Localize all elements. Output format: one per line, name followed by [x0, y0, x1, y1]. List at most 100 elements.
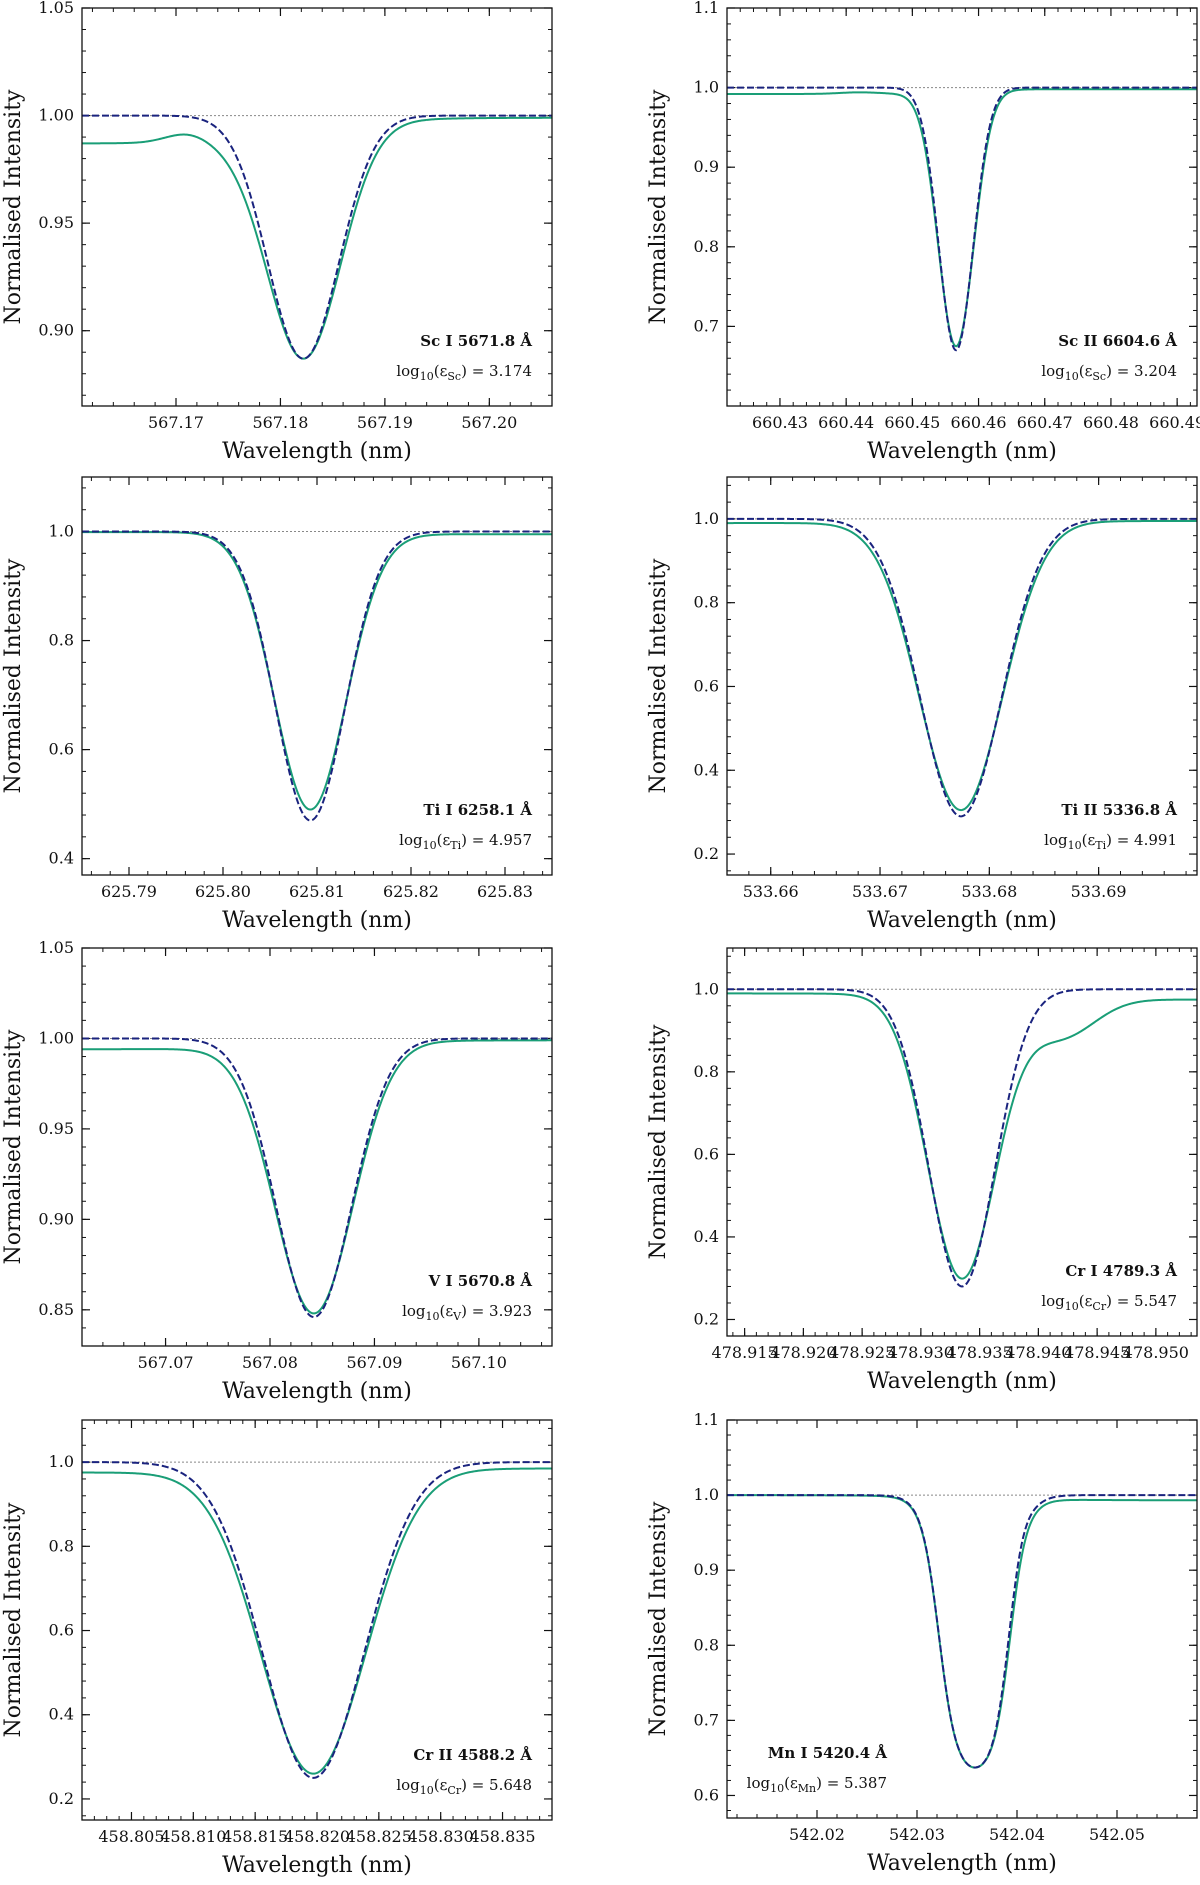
- line-annotation: Sc I 5671.8 Å: [420, 332, 532, 350]
- x-tick-label: 567.09: [346, 1353, 402, 1372]
- y-tick-label: 1.0: [694, 78, 719, 97]
- axes-frame: [726, 7, 1198, 407]
- y-tick-label: 0.90: [38, 1209, 74, 1228]
- y-tick-label: 0.8: [694, 1062, 719, 1081]
- x-axis-label: Wavelength (nm): [867, 439, 1057, 464]
- line-annotation: Mn I 5420.4 Å: [768, 1744, 888, 1762]
- x-tick-label: 660.43: [752, 413, 808, 432]
- x-tick-label: 458.825: [346, 1827, 412, 1846]
- model-spectrum-line: [727, 1494, 1197, 1769]
- x-tick-label: 478.920: [770, 1343, 836, 1362]
- axes-frame: [81, 1419, 553, 1821]
- y-tick-label: 0.6: [49, 1621, 74, 1640]
- observed-spectrum-line: [727, 88, 1197, 348]
- y-axis-label: Normalised Intensity: [1, 558, 26, 794]
- y-axis-label: Normalised Intensity: [646, 89, 671, 325]
- x-tick-label: 542.04: [989, 1825, 1045, 1844]
- y-tick-label: 0.2: [694, 1309, 719, 1328]
- x-tick-label: 533.69: [1071, 882, 1127, 901]
- y-tick-label: 0.8: [49, 1536, 74, 1555]
- axes-frame: [81, 476, 553, 876]
- y-tick-label: 1.05: [38, 0, 74, 17]
- y-axis-label: Normalised Intensity: [1, 1502, 26, 1738]
- x-tick-label: 533.68: [961, 882, 1017, 901]
- line-annotation: Cr I 4789.3 Å: [1065, 1262, 1177, 1280]
- y-tick-label: 0.2: [49, 1789, 74, 1808]
- y-axis-label: Normalised Intensity: [646, 1501, 671, 1737]
- line-annotation: Cr II 4588.2 Å: [413, 1746, 532, 1764]
- x-tick-label: 478.945: [1064, 1343, 1130, 1362]
- x-tick-label: 478.930: [888, 1343, 954, 1362]
- y-tick-label: 0.8: [49, 631, 74, 650]
- spectrum-panel: 542.02 542.03 542.04 542.05 0.6 0.7 0.8 0.9 1.0 1…: [646, 1410, 1198, 1876]
- x-tick-label: 625.83: [477, 882, 533, 901]
- x-tick-label: 660.48: [1083, 413, 1139, 432]
- x-tick-label: 533.67: [852, 882, 908, 901]
- x-tick-label: 567.18: [252, 413, 308, 432]
- line-annotation: Ti I 6258.1 Å: [423, 801, 532, 819]
- y-tick-label: 0.95: [38, 213, 74, 232]
- y-axis-label: Normalised Intensity: [646, 558, 671, 794]
- y-axis-label: Normalised Intensity: [1, 1029, 26, 1265]
- observed-spectrum-line: [82, 1039, 552, 1315]
- abundance-annotation: log10(εSc) = 3.174: [396, 362, 532, 383]
- x-axis-label: Wavelength (nm): [867, 1369, 1057, 1394]
- x-tick-label: 542.03: [889, 1825, 945, 1844]
- y-tick-label: 0.4: [694, 760, 719, 779]
- x-tick-label: 542.02: [789, 1825, 845, 1844]
- observed-spectrum-line: [82, 531, 552, 811]
- y-tick-label: 0.6: [694, 1785, 719, 1804]
- model-spectrum-line: [82, 1037, 552, 1319]
- observed-spectrum-line: [727, 1494, 1197, 1769]
- abundance-annotation: log10(εV) = 3.923: [402, 1302, 532, 1323]
- x-tick-label: 660.49: [1149, 413, 1200, 432]
- spectrum-panel: 458.805458.810458.815458.820458.825458.8…: [1, 1419, 553, 1878]
- y-tick-label: 0.90: [38, 321, 74, 340]
- x-tick-label: 478.950: [1123, 1343, 1189, 1362]
- observed-spectrum-line: [82, 116, 552, 360]
- y-tick-label: 0.7: [694, 316, 719, 335]
- x-tick-label: 567.19: [357, 413, 413, 432]
- x-tick-label: 458.820: [284, 1827, 350, 1846]
- abundance-annotation: log10(εMn) = 5.387: [747, 1774, 887, 1795]
- y-tick-label: 0.9: [694, 1560, 719, 1579]
- x-tick-label: 625.81: [289, 882, 345, 901]
- y-tick-label: 1.0: [694, 509, 719, 528]
- spectrum-panel: 533.66 533.67 533.68 533.69 0.2 0.4 0.6 0.8 1.0 W…: [646, 476, 1198, 933]
- model-spectrum-line: [727, 988, 1197, 1288]
- x-tick-label: 458.810: [160, 1827, 226, 1846]
- y-tick-label: 0.4: [49, 1705, 74, 1724]
- x-tick-label: 660.46: [951, 413, 1007, 432]
- y-tick-label: 1.0: [49, 522, 74, 541]
- y-tick-label: 1.1: [694, 0, 719, 17]
- x-tick-label: 567.08: [242, 1353, 298, 1372]
- x-tick-label: 478.925: [829, 1343, 895, 1362]
- y-tick-label: 1.1: [694, 1410, 719, 1429]
- x-axis-label: Wavelength (nm): [867, 1851, 1057, 1876]
- y-tick-label: 1.0: [694, 979, 719, 998]
- spectrum-panel: 567.07 567.08 567.09 567.10 0.85 0.90 0.95 1.00…: [1, 938, 553, 1404]
- x-tick-label: 660.45: [884, 413, 940, 432]
- x-axis-label: Wavelength (nm): [222, 1853, 412, 1878]
- x-tick-label: 542.05: [1089, 1825, 1145, 1844]
- x-tick-label: 458.815: [222, 1827, 288, 1846]
- y-tick-label: 0.7: [694, 1710, 719, 1729]
- y-tick-label: 0.4: [694, 1227, 719, 1246]
- x-axis-label: Wavelength (nm): [867, 908, 1057, 933]
- y-tick-label: 0.6: [694, 1144, 719, 1163]
- abundance-annotation: log10(εTi) = 4.957: [399, 831, 532, 852]
- x-tick-label: 567.07: [138, 1353, 194, 1372]
- y-tick-label: 1.0: [49, 1452, 74, 1471]
- y-tick-label: 1.05: [38, 938, 74, 957]
- x-tick-label: 625.82: [383, 882, 439, 901]
- y-tick-label: 0.6: [694, 676, 719, 695]
- axes-frame: [81, 7, 553, 407]
- x-tick-label: 625.79: [101, 882, 157, 901]
- x-tick-label: 567.17: [148, 413, 204, 432]
- abundance-annotation: log10(εTi) = 4.991: [1044, 831, 1177, 852]
- observed-spectrum-line: [82, 1467, 552, 1775]
- abundance-annotation: log10(εSc) = 3.204: [1041, 362, 1177, 383]
- x-tick-label: 458.830: [408, 1827, 474, 1846]
- model-spectrum-line: [82, 1461, 552, 1779]
